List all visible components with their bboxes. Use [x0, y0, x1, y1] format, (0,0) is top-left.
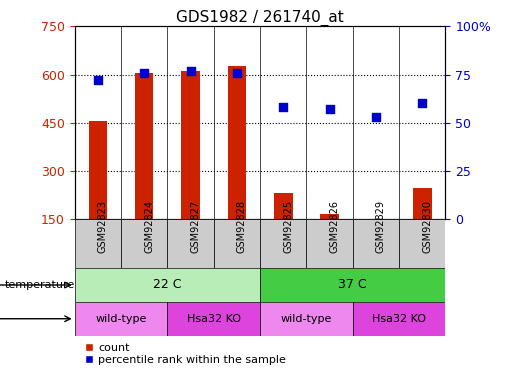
Bar: [121, 219, 167, 268]
Text: GSM92830: GSM92830: [422, 200, 432, 253]
Text: GSM92827: GSM92827: [191, 200, 200, 253]
Text: GSM92825: GSM92825: [283, 200, 293, 253]
Bar: [181, 71, 200, 219]
Bar: [167, 219, 214, 268]
Text: GSM92823: GSM92823: [98, 200, 108, 253]
Bar: [260, 302, 353, 336]
Bar: [399, 219, 445, 268]
Point: [279, 104, 287, 110]
Bar: [89, 121, 107, 219]
Text: GSM92829: GSM92829: [376, 200, 386, 253]
Point: [94, 77, 102, 83]
Text: Hsa32 KO: Hsa32 KO: [187, 314, 241, 324]
Bar: [413, 188, 432, 219]
Point: [140, 70, 148, 76]
Bar: [167, 302, 260, 336]
Bar: [228, 66, 246, 219]
Point: [325, 106, 334, 112]
Bar: [306, 219, 353, 268]
Bar: [75, 302, 167, 336]
Text: Hsa32 KO: Hsa32 KO: [372, 314, 426, 324]
Point: [186, 68, 195, 74]
Bar: [353, 302, 445, 336]
Bar: [75, 268, 260, 302]
Bar: [135, 73, 153, 219]
Text: GSM92824: GSM92824: [144, 200, 154, 253]
Bar: [260, 219, 306, 268]
Text: 37 C: 37 C: [338, 279, 367, 291]
Legend: count, percentile rank within the sample: count, percentile rank within the sample: [80, 338, 290, 369]
Point: [372, 114, 380, 120]
Point: [233, 70, 241, 76]
Bar: [75, 219, 121, 268]
Text: wild-type: wild-type: [281, 314, 332, 324]
Text: 22 C: 22 C: [153, 279, 182, 291]
Title: GDS1982 / 261740_at: GDS1982 / 261740_at: [176, 10, 344, 26]
Text: wild-type: wild-type: [95, 314, 147, 324]
Bar: [320, 214, 339, 219]
Text: GSM92826: GSM92826: [330, 200, 339, 253]
Text: GSM92828: GSM92828: [237, 200, 247, 253]
Bar: [353, 219, 399, 268]
Point: [418, 100, 426, 106]
Text: temperature: temperature: [5, 280, 75, 290]
Bar: [274, 193, 293, 219]
Bar: [214, 219, 260, 268]
Bar: [260, 268, 445, 302]
